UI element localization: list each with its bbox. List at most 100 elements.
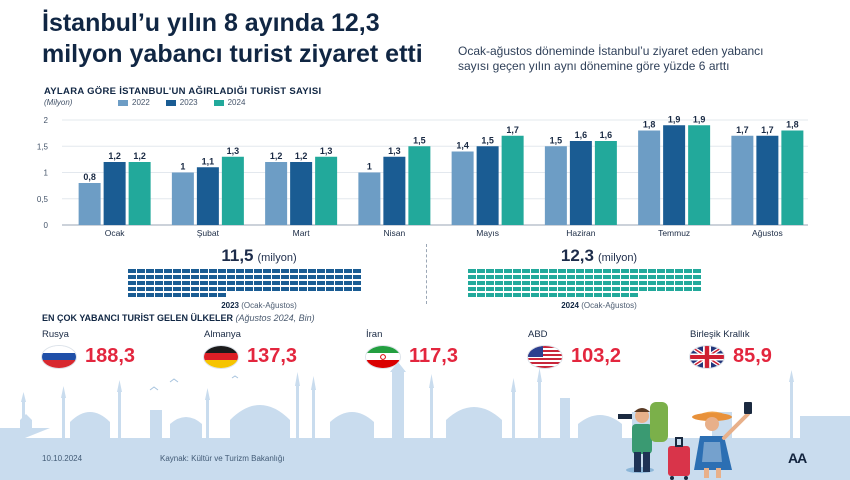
y-tick-label: 0,5 <box>37 195 49 204</box>
pictogram-cell <box>612 275 620 279</box>
pictogram-cell <box>128 275 136 279</box>
pictogram-cell <box>630 269 638 273</box>
legend-label: 2024 <box>227 98 246 107</box>
pictogram-cell <box>657 281 665 285</box>
pictogram-cell <box>290 281 298 285</box>
pictogram-cell <box>236 275 244 279</box>
pictogram-cell <box>576 281 584 285</box>
bar-2024 <box>221 156 244 225</box>
bar-2023 <box>103 162 126 225</box>
pictogram-cell <box>495 281 503 285</box>
x-tick-label: Şubat <box>197 228 220 238</box>
y-tick-label: 1,5 <box>37 142 49 151</box>
pictogram-cell <box>558 281 566 285</box>
pictogram-cell <box>155 293 163 297</box>
pictogram-cell <box>576 269 584 273</box>
pictogram-cell <box>155 269 163 273</box>
pictogram-cell <box>218 287 226 291</box>
data-label: 1,7 <box>736 125 749 135</box>
data-label: 1,3 <box>227 146 240 156</box>
pictogram-cell <box>594 281 602 285</box>
pictogram-cell <box>308 275 316 279</box>
page-subtitle: Ocak-ağustos döneminde İstanbul’u ziyare… <box>458 44 764 73</box>
pictogram-cell <box>504 287 512 291</box>
bar-2023 <box>663 125 686 225</box>
pictogram-cell <box>182 293 190 297</box>
pictogram-cell <box>290 269 298 273</box>
pictogram-cell <box>254 269 262 273</box>
pictogram-cell <box>648 281 656 285</box>
pictogram-cell <box>128 293 136 297</box>
pictogram-cell <box>146 281 154 285</box>
pictogram-cell <box>468 287 476 291</box>
pictogram-cell <box>477 287 485 291</box>
pictogram-cell <box>344 269 352 273</box>
pictogram-cell <box>585 275 593 279</box>
data-label: 1,5 <box>550 135 563 145</box>
pictogram-cell <box>290 287 298 291</box>
data-label: 1,1 <box>202 156 215 166</box>
data-label: 1,3 <box>320 146 333 156</box>
bar-2023 <box>569 141 592 225</box>
pictogram-cell <box>236 281 244 285</box>
country-name: Rusya <box>42 329 69 340</box>
pictogram-cell <box>353 287 361 291</box>
pictogram-cell <box>621 293 629 297</box>
pictogram-cell <box>666 281 674 285</box>
pictogram-cell <box>308 281 316 285</box>
legend-swatch <box>213 99 224 106</box>
pictogram-cell <box>218 275 226 279</box>
pictogram-cell <box>675 281 683 285</box>
pictogram-cell <box>585 269 593 273</box>
pictogram-cell <box>164 287 172 291</box>
country-germany: Almanya 137,3 <box>204 329 364 369</box>
pictogram-cell <box>639 287 647 291</box>
pictogram-cell <box>146 275 154 279</box>
pictogram-cell <box>693 269 701 273</box>
total-period: (Ocak-Ağustos) <box>241 301 297 310</box>
total-value: 11,5 <box>221 246 254 265</box>
pictogram-cell <box>173 275 181 279</box>
y-axis-unit: (Milyon) <box>44 98 73 107</box>
legend-swatch <box>165 99 176 106</box>
total-unit: (milyon) <box>597 252 638 264</box>
legend-swatch <box>118 99 128 106</box>
pictogram-cell <box>218 293 226 297</box>
data-label: 1,8 <box>786 120 799 130</box>
pictogram-cell <box>684 281 692 285</box>
bar-2023 <box>756 135 779 225</box>
bar-2024 <box>781 130 804 225</box>
country-name: Birleşik Krallık <box>690 329 750 340</box>
tourists-illustration <box>618 402 752 480</box>
pictogram-cell <box>477 275 485 279</box>
bar-2024 <box>501 135 524 225</box>
countries-note: (Ağustos 2024, Bin) <box>235 313 315 323</box>
country-iran: İran 117,3 <box>366 329 526 369</box>
pictogram-cell <box>245 287 253 291</box>
country-uk: Birleşik Krallık 85,9 <box>690 329 850 369</box>
legend-item-2024: 2024 <box>213 98 246 107</box>
pictogram-cell <box>317 287 325 291</box>
pictogram-cell <box>209 293 217 297</box>
data-label: 1,3 <box>388 146 401 156</box>
pictogram-cell <box>317 275 325 279</box>
pictogram-cell <box>200 287 208 291</box>
x-tick-label: Ağustos <box>752 228 783 238</box>
pictogram-cell <box>513 275 521 279</box>
pictogram-cell <box>594 275 602 279</box>
pictogram-cell <box>558 287 566 291</box>
pictogram-cell <box>236 287 244 291</box>
pictogram-cell <box>137 281 145 285</box>
pictogram-cell <box>540 293 548 297</box>
pictogram-cell <box>164 293 172 297</box>
pictogram-cell <box>335 287 343 291</box>
data-label: 1,6 <box>600 130 613 140</box>
chart-legend: 2022 2023 2024 <box>118 98 245 107</box>
pictogram-cell <box>468 269 476 273</box>
data-label: 1,2 <box>270 151 283 161</box>
pictogram-cell <box>513 281 521 285</box>
flag-usa-icon <box>528 345 562 368</box>
legend-label: 2022 <box>132 98 150 107</box>
countries-heading: EN ÇOK YABANCI TURİST GELEN ÜLKELER (Ağu… <box>42 313 315 323</box>
bar-2022 <box>171 172 194 225</box>
